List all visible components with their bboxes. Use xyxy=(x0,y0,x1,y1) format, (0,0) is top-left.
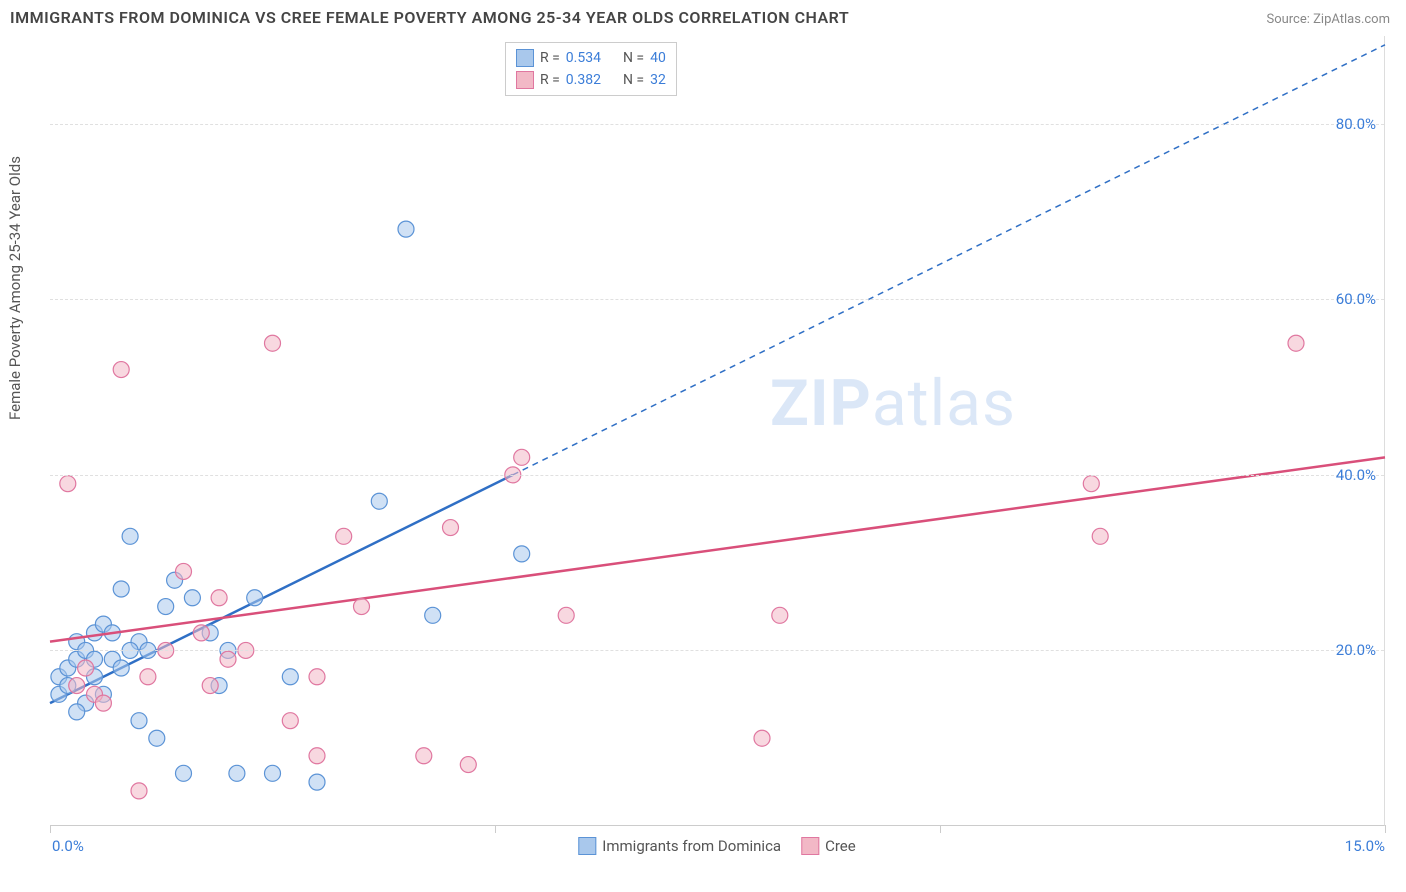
data-point xyxy=(460,757,476,773)
series-legend: Immigrants from Dominica Cree xyxy=(578,837,855,855)
gridline-h xyxy=(50,124,1384,125)
data-point xyxy=(131,783,147,799)
data-point xyxy=(1288,335,1304,351)
data-point xyxy=(265,335,281,351)
x-tick-label: 15.0% xyxy=(1335,837,1385,855)
data-point xyxy=(149,730,165,746)
correlation-legend: R = 0.534 N = 40 R = 0.382 N = 32 xyxy=(505,42,677,96)
data-point xyxy=(176,765,192,781)
data-point xyxy=(113,581,129,597)
n-label: N = xyxy=(623,47,644,69)
data-point xyxy=(514,449,530,465)
x-tick xyxy=(1385,825,1386,833)
x-tick xyxy=(495,825,496,833)
y-axis-label: Female Poverty Among 25-34 Year Olds xyxy=(6,156,24,420)
legend-swatch xyxy=(801,837,819,855)
y-tick-label: 20.0% xyxy=(1336,641,1376,659)
data-point xyxy=(425,607,441,623)
chart-title: IMMIGRANTS FROM DOMINICA VS CREE FEMALE … xyxy=(10,8,849,27)
scatter-plot-svg xyxy=(50,36,1384,825)
data-point xyxy=(282,669,298,685)
data-point xyxy=(193,625,209,641)
data-point xyxy=(282,713,298,729)
r-value: 0.382 xyxy=(566,69,601,91)
header: IMMIGRANTS FROM DOMINICA VS CREE FEMALE … xyxy=(0,0,1406,35)
gridline-h xyxy=(50,475,1384,476)
legend-swatch xyxy=(516,71,534,89)
y-tick-label: 60.0% xyxy=(1336,290,1376,308)
data-point xyxy=(140,669,156,685)
data-point xyxy=(69,704,85,720)
r-label: R = xyxy=(540,69,560,91)
data-point xyxy=(113,362,129,378)
data-point xyxy=(131,713,147,729)
legend-item: Cree xyxy=(801,837,856,855)
data-point xyxy=(309,748,325,764)
data-point xyxy=(78,660,94,676)
series-name: Immigrants from Dominica xyxy=(602,837,781,855)
data-point xyxy=(113,660,129,676)
data-point xyxy=(398,221,414,237)
legend-row: R = 0.382 N = 32 xyxy=(516,69,666,91)
r-label: R = xyxy=(540,47,560,69)
data-point xyxy=(220,651,236,667)
x-tick xyxy=(50,825,51,833)
data-point xyxy=(184,590,200,606)
data-point xyxy=(60,476,76,492)
data-point xyxy=(265,765,281,781)
data-point xyxy=(558,607,574,623)
source-prefix: Source: xyxy=(1266,12,1313,27)
legend-item: Immigrants from Dominica xyxy=(578,837,781,855)
data-point xyxy=(514,546,530,562)
y-tick-label: 40.0% xyxy=(1336,466,1376,484)
data-point xyxy=(176,563,192,579)
data-point xyxy=(247,590,263,606)
x-tick-label: 0.0% xyxy=(52,837,84,855)
data-point xyxy=(211,590,227,606)
data-point xyxy=(122,528,138,544)
data-point xyxy=(69,678,85,694)
trend-line-dashed xyxy=(513,45,1385,475)
gridline-h xyxy=(50,299,1384,300)
data-point xyxy=(416,748,432,764)
data-point xyxy=(202,678,218,694)
data-point xyxy=(309,774,325,790)
n-label: N = xyxy=(623,69,644,91)
source-name: ZipAtlas.com xyxy=(1313,12,1390,27)
data-point xyxy=(229,765,245,781)
gridline-h xyxy=(50,650,1384,651)
data-point xyxy=(95,695,111,711)
x-tick xyxy=(940,825,941,833)
n-value: 32 xyxy=(650,69,666,91)
y-tick-label: 80.0% xyxy=(1336,115,1376,133)
data-point xyxy=(1092,528,1108,544)
data-point xyxy=(754,730,770,746)
n-value: 40 xyxy=(650,47,666,69)
data-point xyxy=(309,669,325,685)
trend-line xyxy=(50,457,1385,641)
data-point xyxy=(772,607,788,623)
legend-swatch xyxy=(578,837,596,855)
series-name: Cree xyxy=(825,837,856,855)
data-point xyxy=(371,493,387,509)
data-point xyxy=(336,528,352,544)
legend-swatch xyxy=(516,49,534,67)
data-point xyxy=(1083,476,1099,492)
r-value: 0.534 xyxy=(566,47,601,69)
data-point xyxy=(443,520,459,536)
legend-row: R = 0.534 N = 40 xyxy=(516,47,666,69)
data-point xyxy=(158,599,174,615)
plot-area: R =0.534N =40R =0.382N =32 ZIPatlas Immi… xyxy=(50,36,1385,826)
data-point xyxy=(354,599,370,615)
source-attribution: Source: ZipAtlas.com xyxy=(1266,12,1390,27)
